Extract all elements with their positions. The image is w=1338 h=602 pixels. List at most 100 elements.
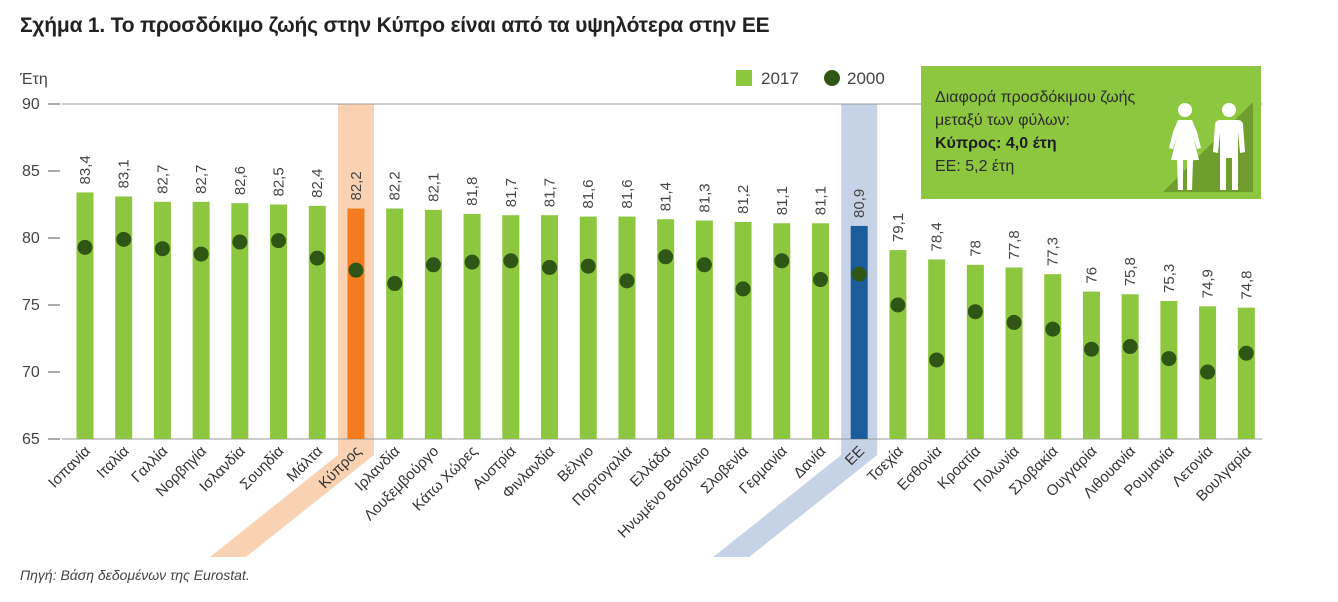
x-tick-label: Ιταλία bbox=[94, 443, 133, 482]
bar-2017 bbox=[1237, 307, 1255, 439]
y-tick-label: 80 bbox=[22, 230, 40, 247]
bar-2017 bbox=[463, 213, 481, 439]
bar-2017 bbox=[270, 204, 288, 439]
bar-value-label: 80,9 bbox=[851, 189, 868, 218]
dot-2000 bbox=[77, 239, 93, 255]
bar-2017 bbox=[153, 201, 171, 439]
bar-value-label: 74,9 bbox=[1200, 269, 1217, 298]
bars-2017 bbox=[76, 192, 1255, 439]
bar-2017 bbox=[850, 225, 868, 439]
dot-2000 bbox=[851, 266, 867, 282]
bar-2017 bbox=[386, 208, 404, 439]
dot-2000 bbox=[116, 231, 132, 247]
bar-value-label: 83,1 bbox=[116, 159, 133, 188]
bar-value-label: 77,3 bbox=[1045, 237, 1062, 266]
dot-2000 bbox=[425, 257, 441, 273]
bar-2017 bbox=[966, 264, 984, 439]
bar-value-label: 82,2 bbox=[348, 171, 365, 200]
dot-2000 bbox=[658, 249, 674, 265]
bar-value-label: 81,1 bbox=[774, 186, 791, 215]
bar-2017 bbox=[889, 250, 907, 439]
bar-2017 bbox=[811, 223, 829, 439]
y-tick-label: 85 bbox=[22, 163, 40, 180]
bar-2017 bbox=[76, 192, 94, 439]
bar-value-label: 81,7 bbox=[542, 178, 559, 207]
y-tick-label: 65 bbox=[22, 431, 40, 448]
legend-swatch-2000 bbox=[824, 70, 840, 86]
bar-value-label: 82,5 bbox=[271, 167, 288, 196]
bar-2017 bbox=[541, 215, 559, 439]
bar-value-label: 81,6 bbox=[580, 179, 597, 208]
bar-value-label: 75,3 bbox=[1161, 264, 1178, 293]
bar-value-label: 83,4 bbox=[77, 155, 94, 184]
dot-2000 bbox=[735, 281, 751, 297]
bar-value-label: 82,6 bbox=[232, 166, 249, 195]
bar-2017 bbox=[1082, 291, 1100, 439]
highlight-band-cyprus bbox=[209, 104, 374, 557]
bar-value-label: 82,2 bbox=[387, 171, 404, 200]
bar-2017 bbox=[618, 216, 636, 439]
dot-2000 bbox=[1083, 341, 1099, 357]
y-tick-label: 75 bbox=[22, 297, 40, 314]
x-tick-label: Σουηδία bbox=[237, 443, 288, 494]
dot-2000 bbox=[580, 258, 596, 274]
bar-2017 bbox=[1160, 300, 1178, 439]
highlight-bands bbox=[209, 104, 878, 557]
dot-2000 bbox=[1006, 314, 1022, 330]
bar-value-label: 82,1 bbox=[425, 173, 442, 202]
bar-value-label: 76 bbox=[1083, 267, 1100, 284]
dot-2000 bbox=[890, 297, 906, 313]
dot-2000 bbox=[812, 272, 828, 288]
bar-2017 bbox=[1044, 274, 1062, 439]
bar-2017 bbox=[695, 220, 713, 439]
bar-value-label: 81,1 bbox=[812, 186, 829, 215]
x-axis-labels: Ισπανία ΙταλίαΓαλλίαΝορβηγίαΙσλανδίαΣουηδ… bbox=[45, 443, 1255, 542]
dots-2000 bbox=[77, 231, 1254, 380]
dot-2000 bbox=[619, 273, 635, 289]
y-axis-title: Έτη bbox=[19, 71, 48, 88]
bar-2017 bbox=[192, 201, 210, 439]
bar-value-label: 81,6 bbox=[619, 179, 636, 208]
dot-2000 bbox=[1161, 351, 1177, 367]
bar-value-label: 78 bbox=[967, 240, 984, 257]
dot-2000 bbox=[696, 257, 712, 273]
bar-value-label: 81,3 bbox=[696, 183, 713, 212]
bar-value-label: 77,8 bbox=[1006, 230, 1023, 259]
bar-value-label: 75,8 bbox=[1122, 257, 1139, 286]
dot-2000 bbox=[503, 253, 519, 269]
gender-icons bbox=[1163, 102, 1253, 192]
source-note: Πηγή: Βάση δεδομένων της Eurostat. bbox=[20, 567, 250, 583]
dot-2000 bbox=[309, 250, 325, 266]
bar-value-label: 81,8 bbox=[464, 177, 481, 206]
chart-title: Σχήμα 1. Το προσδόκιμο ζωής στην Κύπρο ε… bbox=[20, 14, 770, 37]
dot-2000 bbox=[542, 259, 558, 275]
bar-2017 bbox=[502, 215, 520, 439]
dot-2000 bbox=[464, 254, 480, 270]
info-text: Διαφορά προσδόκιμου ζωής μεταξύ των φύλω… bbox=[935, 86, 1160, 178]
legend-label-2017: 2017 bbox=[761, 69, 799, 88]
bar-value-labels: 83,4 83,1 82,7 82,7 82,6 82,5 82,4 82,2 82,2 82,1… bbox=[77, 155, 1255, 299]
dot-2000 bbox=[1238, 345, 1254, 361]
dot-2000 bbox=[1122, 339, 1138, 355]
dot-2000 bbox=[271, 233, 287, 249]
bar-2017 bbox=[928, 259, 946, 439]
dot-2000 bbox=[1200, 364, 1216, 380]
dot-2000 bbox=[929, 352, 945, 368]
bar-value-label: 82,4 bbox=[309, 169, 326, 198]
dot-2000 bbox=[387, 276, 403, 292]
bar-2017 bbox=[231, 203, 249, 439]
bar-2017 bbox=[424, 209, 442, 439]
bar-2017 bbox=[773, 223, 791, 439]
legend: 2017 2000 bbox=[736, 69, 885, 88]
x-tick-label: Ισπανία bbox=[45, 443, 94, 492]
legend-swatch-2017 bbox=[736, 70, 752, 86]
info-line-1: Διαφορά προσδόκιμου ζωής bbox=[935, 89, 1136, 106]
bar-2017 bbox=[308, 205, 326, 439]
female-icon bbox=[1169, 103, 1201, 190]
bar-value-label: 81,2 bbox=[735, 185, 752, 214]
bar-2017 bbox=[1121, 294, 1139, 439]
info-line-3: Κύπρος: 4,0 έτη bbox=[935, 135, 1057, 152]
bar-value-label: 82,7 bbox=[154, 165, 171, 194]
bar-value-label: 79,1 bbox=[890, 213, 907, 242]
